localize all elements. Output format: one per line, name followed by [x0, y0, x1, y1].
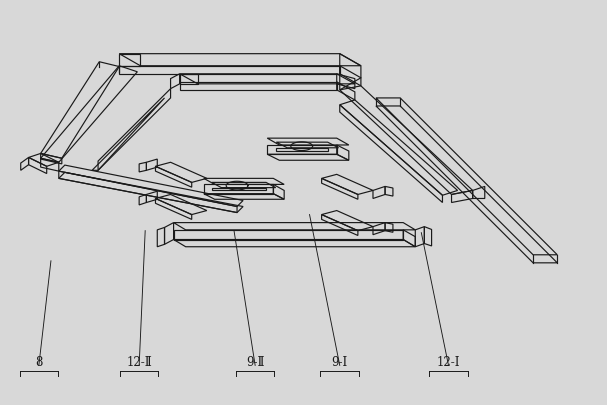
- Text: 12-Ⅰ: 12-Ⅰ: [437, 356, 460, 369]
- Text: 12-Ⅱ: 12-Ⅱ: [126, 356, 152, 369]
- Text: 9-Ⅰ: 9-Ⅰ: [331, 356, 348, 369]
- Text: 9-Ⅱ: 9-Ⅱ: [246, 356, 265, 369]
- Text: 8: 8: [35, 356, 42, 369]
